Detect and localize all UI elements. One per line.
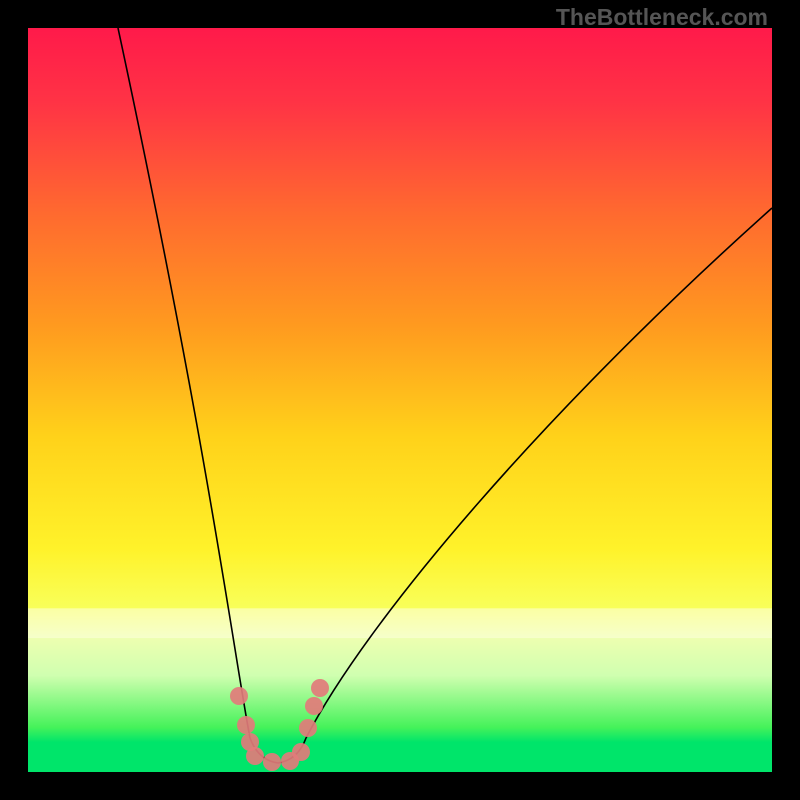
bottleneck-chart: [0, 0, 800, 800]
data-marker: [299, 719, 317, 737]
chart-container: TheBottleneck.com: [0, 0, 800, 800]
data-marker: [292, 743, 310, 761]
data-marker: [305, 697, 323, 715]
watermark-text: TheBottleneck.com: [556, 4, 768, 31]
data-marker: [230, 687, 248, 705]
plot-background: [28, 28, 772, 772]
data-marker: [263, 753, 281, 771]
data-marker: [311, 679, 329, 697]
data-marker: [246, 747, 264, 765]
data-marker: [237, 716, 255, 734]
bright-band: [28, 608, 772, 638]
